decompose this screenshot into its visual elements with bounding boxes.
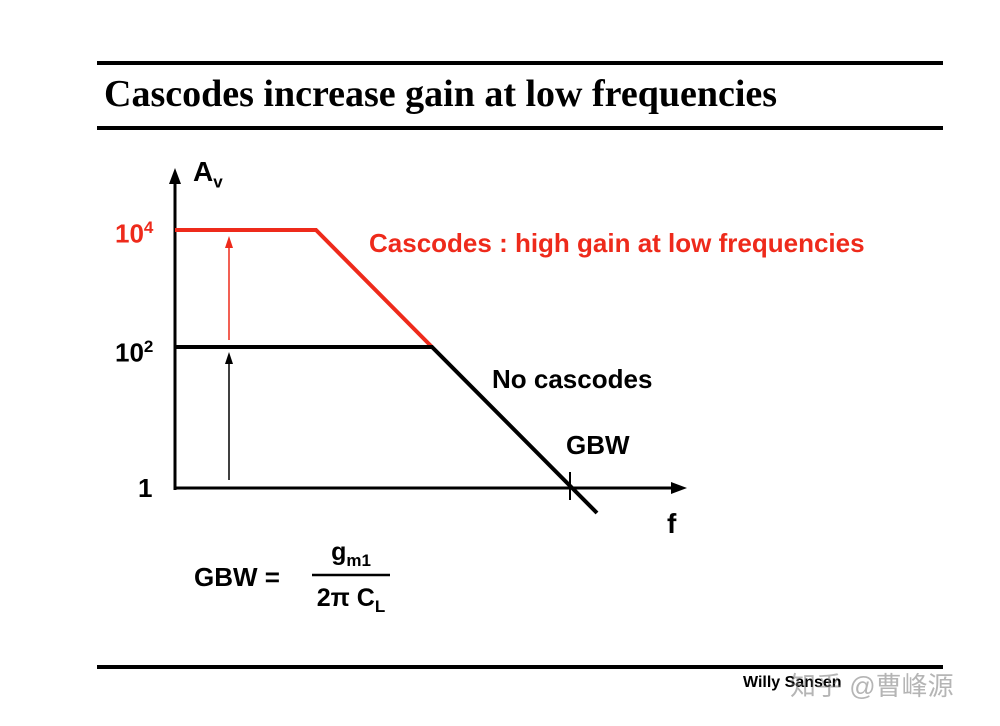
x-axis-arrow [671, 482, 687, 494]
no-cascode-annotation: No cascodes [492, 364, 653, 394]
formula-lhs: GBW = [194, 562, 280, 592]
no-cascode-gain-curve [175, 345, 599, 515]
title-underline [97, 126, 943, 130]
gbw-annotation: GBW [566, 430, 630, 460]
y-tick-10-2: 102 [115, 337, 154, 368]
x-axis-label: f [667, 508, 677, 539]
no-cascode-gain-arrowhead [225, 352, 233, 364]
y-tick-10-4: 104 [115, 218, 154, 249]
cascode-annotation: Cascodes : high gain at low frequencies [369, 228, 865, 258]
bottom-rule [97, 665, 943, 669]
y-axis-arrow [169, 168, 181, 184]
y-tick-1: 1 [138, 473, 153, 503]
author-credit: Willy Sansen [743, 674, 842, 691]
formula-denominator: 2π CL [316, 584, 386, 616]
watermark: 知乎 @曹峰源 [790, 671, 954, 701]
cascode-gain-arrowhead [225, 236, 233, 248]
page-title: Cascodes increase gain at low frequencie… [104, 73, 778, 115]
cascode-gain-curve [175, 228, 434, 349]
top-rule [97, 61, 943, 65]
y-axis-label: Av [193, 156, 223, 192]
formula-numerator: gm1 [331, 538, 371, 570]
